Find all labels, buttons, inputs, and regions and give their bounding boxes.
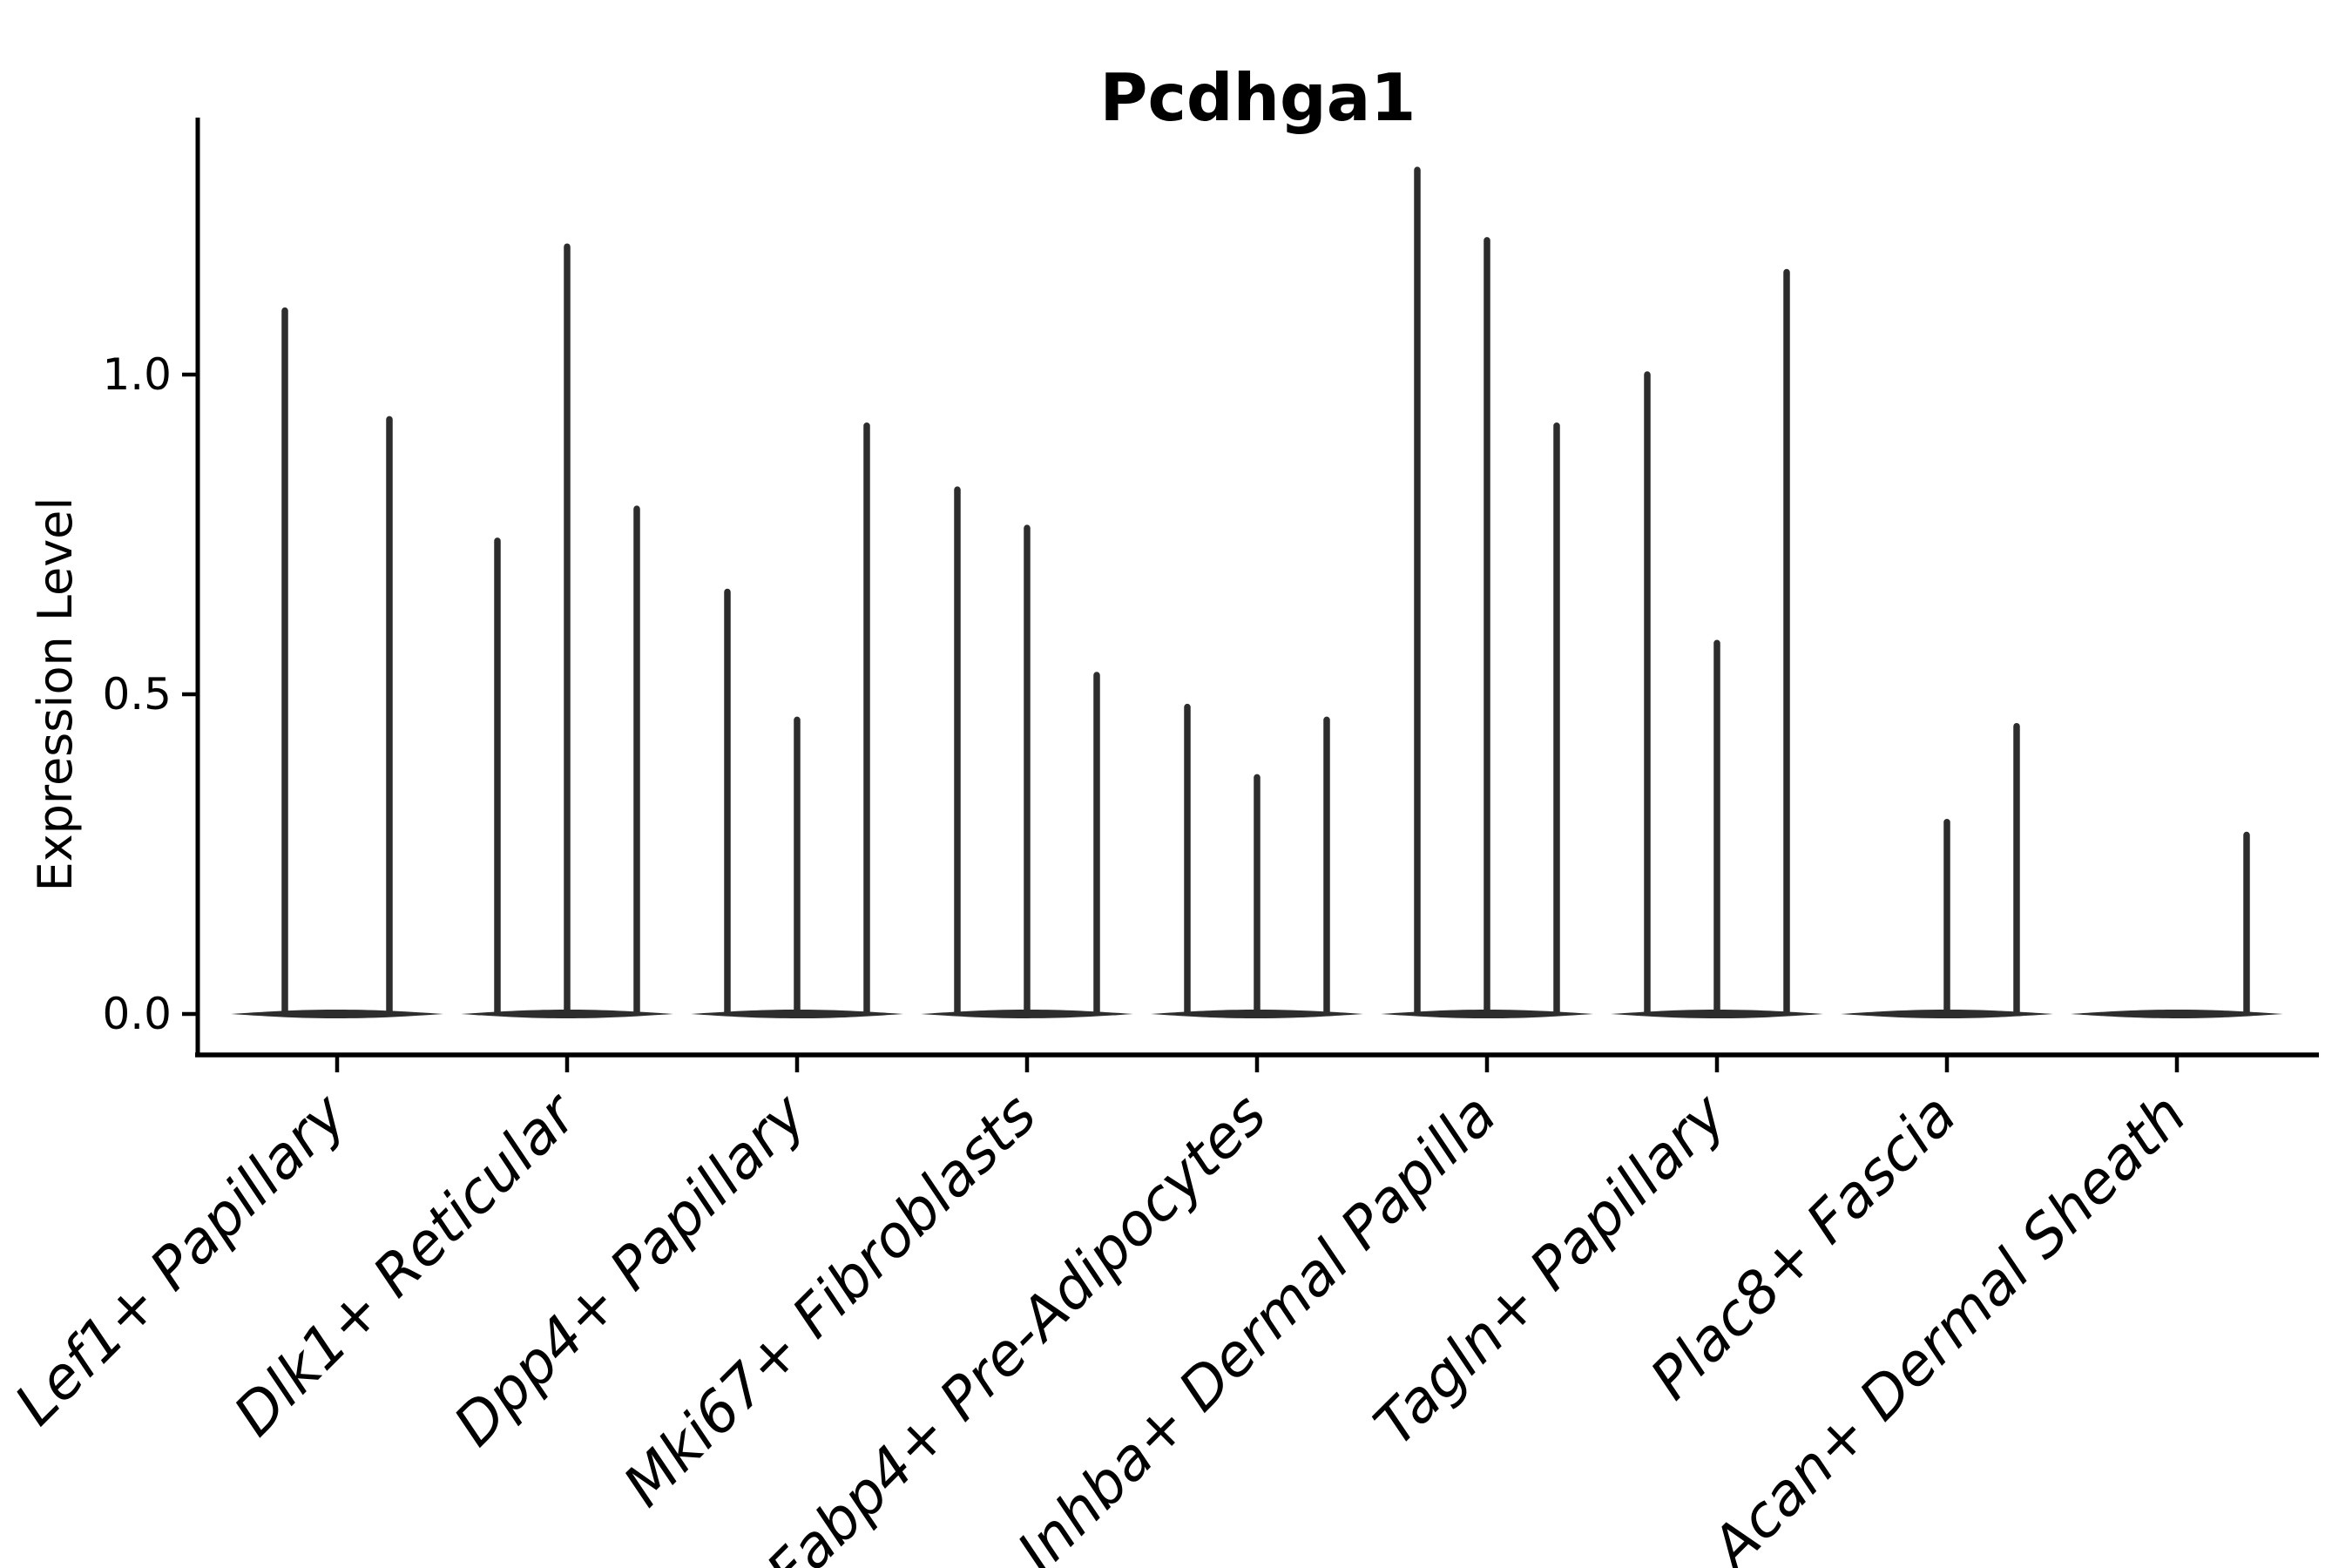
- violin-base: [2071, 1010, 2283, 1018]
- y-tick-label: 0.5: [102, 669, 172, 720]
- violin-base: [231, 1010, 443, 1018]
- plot-title: Pcdhga1: [1100, 59, 1416, 136]
- x-tick-label: Mki67+ Fibroblasts: [611, 1081, 1049, 1519]
- violins: [231, 166, 2283, 1018]
- y-tick-label: 0.0: [102, 989, 172, 1039]
- y-axis-label: Expression Level: [28, 497, 83, 892]
- y-tick-label: 1.0: [102, 349, 172, 400]
